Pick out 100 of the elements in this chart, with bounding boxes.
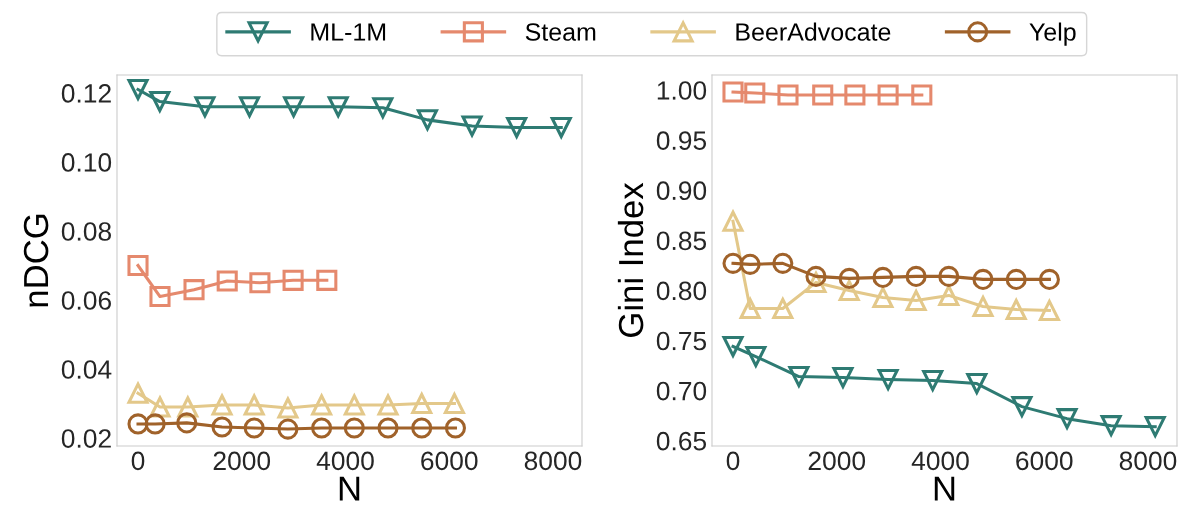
point (461, 115, 483, 137)
y-tick-label: 0.95 (656, 131, 707, 150)
x-tick-label: 2000 (213, 451, 271, 471)
legend-label: ML-1M (311, 23, 386, 41)
x-tick-label: 8000 (1119, 451, 1177, 471)
x-tick-label: 6000 (421, 451, 478, 471)
point (838, 279, 860, 301)
point (411, 392, 433, 415)
point (282, 269, 304, 291)
point (832, 367, 854, 389)
point (777, 84, 799, 106)
point (282, 96, 305, 120)
y-tick-label: 0.85 (656, 231, 707, 251)
point (805, 265, 827, 287)
point (127, 382, 149, 404)
point (144, 413, 166, 435)
legend-label: Yelp (1029, 22, 1076, 46)
point (377, 394, 399, 416)
point (277, 397, 299, 419)
y-tick-label: 0.90 (656, 181, 707, 201)
point (1144, 416, 1166, 438)
point (249, 272, 271, 294)
point (838, 267, 860, 289)
y-tick-label: 0.08 (61, 222, 111, 241)
point (316, 269, 338, 291)
point (411, 417, 433, 439)
point (772, 297, 794, 319)
point (877, 369, 899, 391)
point (277, 418, 299, 440)
point (176, 412, 198, 434)
legend-label: Steam (525, 23, 596, 41)
x-axis-title: N (934, 476, 955, 501)
point (972, 295, 994, 317)
point (872, 266, 894, 288)
point (377, 417, 399, 439)
legend-label: BeerAdvocate (736, 22, 891, 41)
point (149, 91, 171, 113)
point (872, 286, 894, 308)
point (972, 268, 994, 290)
point (966, 373, 988, 395)
point (772, 252, 794, 274)
point (243, 417, 265, 439)
point (905, 289, 927, 311)
x-tick-label: 0 (131, 451, 145, 471)
y-tick-label: 0.80 (656, 281, 707, 301)
y-axis-title: Gini Index (617, 182, 644, 337)
point (444, 417, 466, 439)
y-tick-label: 0.75 (656, 331, 707, 351)
y-tick-label: 0.06 (61, 291, 111, 310)
point (1056, 408, 1078, 430)
point (844, 84, 866, 106)
point (127, 78, 149, 101)
y-tick-label: 0.04 (61, 360, 112, 379)
point (1038, 268, 1060, 290)
point (311, 394, 333, 416)
y-tick-label: 0.65 (656, 431, 707, 451)
point (149, 286, 171, 308)
x-tick-label: 4000 (316, 451, 374, 471)
point (877, 84, 899, 106)
point (211, 416, 233, 438)
x-tick-label: 6000 (1016, 451, 1073, 471)
point (938, 284, 960, 306)
point (788, 366, 810, 388)
point (506, 116, 528, 139)
point (739, 253, 761, 275)
x-tick-label: 4000 (911, 451, 969, 471)
point (343, 417, 365, 439)
y-tick-label: 0.02 (61, 429, 111, 448)
point (722, 335, 744, 358)
point (211, 394, 233, 416)
x-tick-label: 8000 (524, 451, 582, 471)
y-tick-label: 0.12 (61, 84, 111, 103)
point (1005, 268, 1027, 290)
y-tick-label: 1.00 (657, 81, 707, 100)
x-tick-label: 2000 (808, 451, 866, 471)
point (722, 81, 744, 103)
point (243, 394, 265, 416)
point (238, 96, 261, 120)
point (416, 109, 439, 133)
x-tick-label: 0 (726, 451, 740, 471)
point (922, 370, 944, 392)
point (739, 297, 761, 319)
point (127, 254, 149, 277)
point (1011, 396, 1033, 418)
point (812, 84, 834, 106)
point (722, 210, 744, 232)
point (744, 82, 766, 104)
point (183, 279, 205, 301)
point (371, 97, 395, 121)
y-tick-label: 0.10 (61, 153, 112, 172)
point (1005, 298, 1027, 320)
point (311, 417, 333, 439)
point (905, 265, 927, 287)
y-axis-title: nDCG (23, 214, 49, 307)
point (216, 270, 238, 292)
point (127, 413, 149, 435)
point (745, 345, 767, 368)
point (550, 116, 572, 139)
x-axis-title: N (339, 476, 360, 501)
point (722, 252, 744, 274)
